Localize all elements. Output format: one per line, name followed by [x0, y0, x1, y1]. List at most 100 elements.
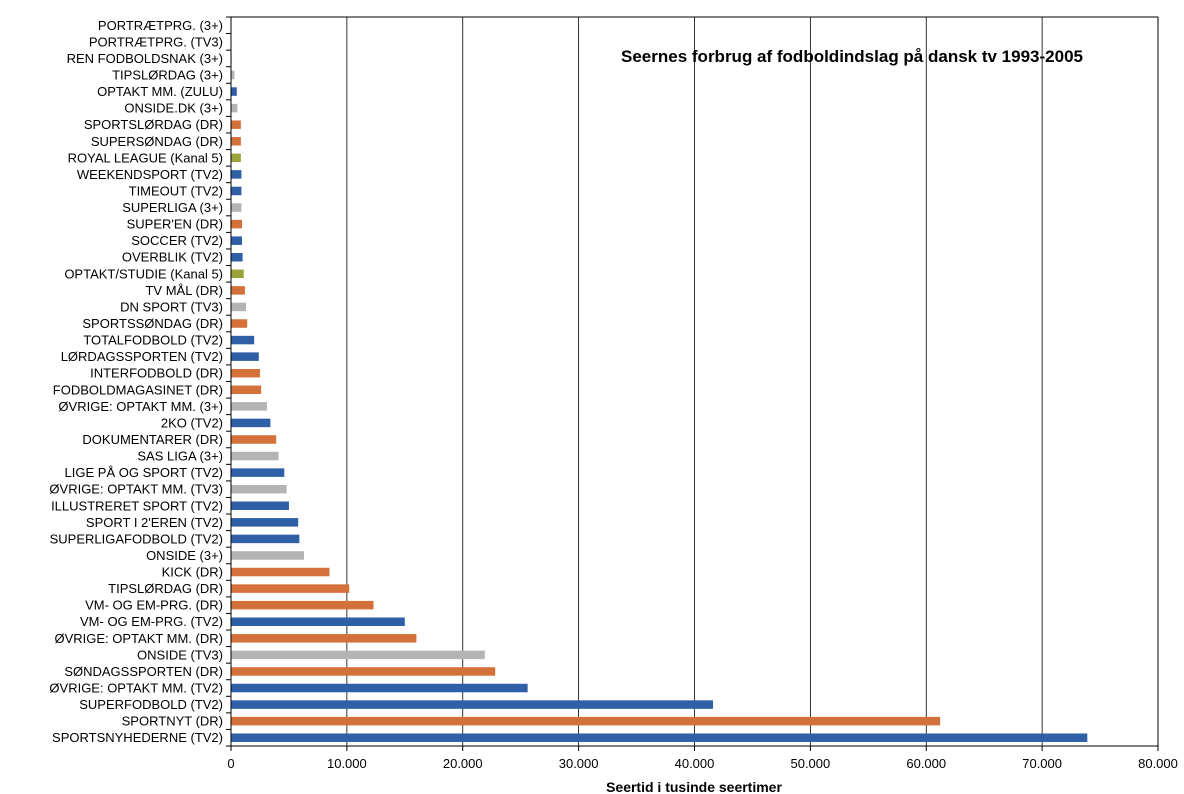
x-axis-title: Seertid i tusinde seertimer [606, 779, 782, 794]
bar [231, 385, 262, 395]
bar [231, 352, 259, 361]
bar [231, 700, 714, 709]
category-label: KICK (DR) [162, 565, 223, 580]
category-label: 2KO (TV2) [161, 415, 223, 430]
bar [231, 468, 285, 477]
bar [231, 733, 1088, 742]
bar [231, 551, 305, 560]
bar [231, 186, 242, 196]
category-label: VM- OG EM-PRG. (DR) [85, 598, 223, 613]
category-label: SUPER'EN (DR) [127, 217, 223, 232]
bar [231, 451, 279, 461]
category-labels: SPORTSNYHEDERNE (TV2)SPORTNYT (DR) SUPERF… [49, 18, 223, 745]
bar [231, 534, 300, 544]
bar [231, 302, 247, 312]
bar [231, 252, 243, 262]
bar [231, 435, 277, 444]
bar [231, 219, 243, 229]
category-label: LIGE PÅ OG SPORT (TV2) [65, 465, 223, 480]
bar [231, 70, 235, 80]
bar [231, 236, 243, 245]
category-label: SØNDAGSSPORTEN (DR) [64, 664, 223, 679]
category-label: SUPERFODBOLD (TV2) [79, 697, 223, 712]
category-label: SPORTSNYHEDERNE (TV2) [52, 730, 223, 745]
category-label: ØVRIGE: OPTAKT MM. (TV2) [49, 681, 223, 696]
bar [231, 103, 238, 113]
category-label: ØVRIGE: OPTAKT MM. (DR) [54, 631, 223, 646]
category-label: SOCCER (TV2) [131, 233, 223, 248]
x-tick-label: 20.000 [443, 756, 483, 771]
category-label: SAS LIGA (3+) [137, 449, 223, 464]
bar [231, 600, 374, 610]
category-label: TIPSLØRDAG (3+) [112, 67, 223, 82]
category-label: SUPERSØNDAG (DR) [91, 134, 223, 149]
chart-title: Seernes forbrug af fodboldindslag på dan… [621, 47, 1083, 66]
bar [231, 203, 242, 212]
category-label: OPTAKT MM. (ZULU) [97, 84, 223, 99]
bar [231, 667, 496, 676]
category-label: SPORTSLØRDAG (DR) [84, 117, 223, 132]
category-label: ROYAL LEAGUE (Kanal 5) [68, 150, 223, 165]
axes [226, 16, 1159, 751]
bar [231, 683, 528, 693]
x-tick-label: 0 [227, 756, 234, 771]
bar [231, 170, 242, 179]
gridlines [346, 17, 1043, 746]
category-label: TOTALFODBOLD (TV2) [83, 333, 223, 348]
category-label: SUPERLIGA (3+) [122, 200, 223, 215]
bar [231, 617, 405, 626]
bar [231, 269, 244, 279]
tick-labels: 0 10.000 20.000 30.000 40.000 50.000 60.000 70.… [227, 756, 1178, 771]
bars [231, 54, 1088, 742]
category-label: SPORT I 2'EREN (TV2) [86, 515, 223, 530]
bar [231, 501, 289, 511]
x-tick-label: 50.000 [790, 756, 830, 771]
category-label: ONSIDE.DK (3+) [124, 101, 223, 116]
bar [231, 402, 267, 411]
category-label: TV MÅL (DR) [145, 283, 223, 298]
bar [231, 137, 241, 146]
category-label: ØVRIGE: OPTAKT MM. (3+) [58, 399, 223, 414]
category-label: ØVRIGE: OPTAKT MM. (TV3) [49, 482, 223, 497]
category-label: LØRDAGSSPORTEN (TV2) [61, 349, 223, 364]
category-label: DOKUMENTARER (DR) [82, 432, 223, 447]
x-tick-label: 80.000 [1138, 756, 1178, 771]
bar [231, 518, 299, 527]
category-label: ILLUSTRERET SPORT (TV2) [51, 498, 223, 513]
bar [231, 153, 241, 163]
category-label: PORTRÆTPRG. (TV3) [89, 34, 223, 49]
bar [231, 120, 241, 129]
bar [231, 368, 260, 378]
x-tick-label: 10.000 [327, 756, 367, 771]
category-label: WEEKENDSPORT (TV2) [77, 167, 223, 182]
category-label: INTERFODBOLD (DR) [90, 366, 223, 381]
bar [231, 319, 248, 328]
bar [231, 335, 255, 345]
bar [231, 584, 350, 593]
bar [231, 484, 287, 494]
category-label: OPTAKT/STUDIE (Kanal 5) [64, 266, 223, 281]
x-tick-label: 60.000 [906, 756, 946, 771]
x-tick-label: 70.000 [1022, 756, 1062, 771]
category-label: FODBOLDMAGASINET (DR) [53, 382, 223, 397]
category-label: OVERBLIK (TV2) [122, 250, 223, 265]
bar [231, 634, 417, 643]
category-label: SPORTSSØNDAG (DR) [82, 316, 223, 331]
bar [231, 567, 330, 577]
category-label: ONSIDE (3+) [146, 548, 223, 563]
category-label: SUPERLIGAFODBOLD (TV2) [50, 531, 223, 546]
bar [231, 87, 237, 96]
category-label: DN SPORT (TV3) [120, 299, 223, 314]
x-tick-label: 40.000 [675, 756, 715, 771]
category-label: PORTRÆTPRG. (3+) [98, 18, 223, 33]
bar [231, 418, 271, 428]
bar [231, 650, 485, 660]
category-label: TIPSLØRDAG (DR) [108, 581, 223, 596]
category-label: ONSIDE (TV3) [137, 647, 223, 662]
category-label: REN FODBOLDSNAK (3+) [67, 51, 223, 66]
bar [231, 286, 245, 295]
bar [231, 716, 941, 726]
x-tick-label: 30.000 [559, 756, 599, 771]
